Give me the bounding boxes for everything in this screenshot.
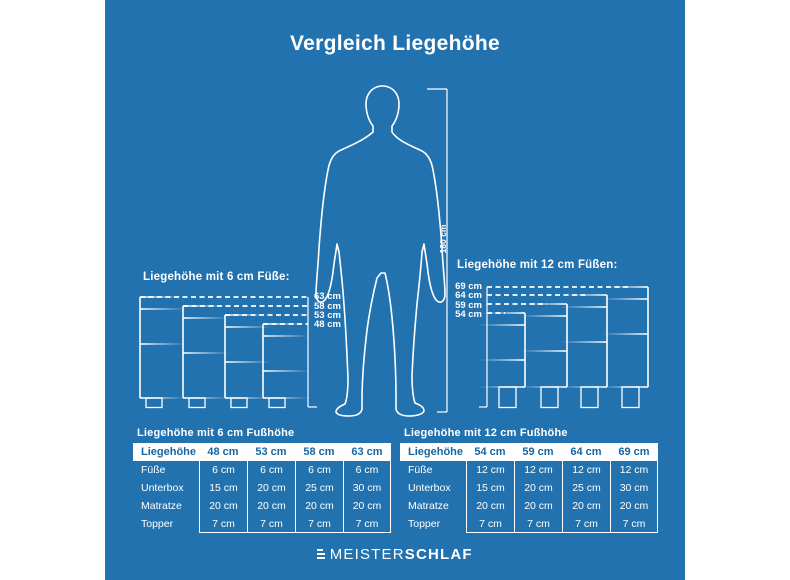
table-cell: 7 cm bbox=[610, 515, 658, 533]
table-cell: 20 cm bbox=[199, 497, 247, 515]
table-header-cell: 53 cm bbox=[255, 446, 287, 458]
row-label: Topper bbox=[141, 518, 174, 530]
table-cell: 20 cm bbox=[514, 497, 562, 515]
bed-height-label-54: 54 cm bbox=[455, 309, 482, 320]
table-cell: 6 cm bbox=[343, 461, 391, 479]
table-title-6cm: Liegehöhe mit 6 cm Fußhöhe bbox=[137, 427, 295, 439]
table-cell: 7 cm bbox=[562, 515, 610, 533]
table-cell: 7 cm bbox=[343, 515, 391, 533]
table-cell: 12 cm bbox=[514, 461, 562, 479]
table-cell: 7 cm bbox=[247, 515, 295, 533]
table-header-cell: 63 cm bbox=[351, 446, 383, 458]
table-cell: 12 cm bbox=[610, 461, 658, 479]
mattress-stack-icon bbox=[317, 548, 325, 560]
table-cell: 25 cm bbox=[562, 479, 610, 497]
heading-12cm-feet: Liegehöhe mit 12 cm Füßen: bbox=[457, 259, 618, 271]
row-label: Füße bbox=[408, 464, 433, 476]
table-header-cell: 59 cm bbox=[522, 446, 554, 458]
bed-height-label-69: 69 cm bbox=[455, 281, 482, 292]
table-cell: 7 cm bbox=[466, 515, 514, 533]
table-body-12cm: Füße 12 cm 12 cm 12 cm 12 cm Unterbox 15… bbox=[400, 461, 658, 533]
table-header-cell: 64 cm bbox=[570, 446, 602, 458]
table-header-6cm: Liegehöhe 48 cm 53 cm 58 cm 63 cm bbox=[133, 443, 391, 461]
bed-height-label-63: 63 cm bbox=[314, 291, 341, 302]
bed-height-label-64: 64 cm bbox=[455, 290, 482, 301]
table-cell: 20 cm bbox=[247, 479, 295, 497]
table-header-cell: 69 cm bbox=[618, 446, 650, 458]
bed-height-label-59: 59 cm bbox=[455, 300, 482, 311]
table-header-cell: 58 cm bbox=[303, 446, 335, 458]
table-cell: 30 cm bbox=[610, 479, 658, 497]
table-cell: 6 cm bbox=[247, 461, 295, 479]
page-title: Vergleich Liegehöhe bbox=[290, 32, 500, 55]
brand-logo: MEISTERSCHLAF bbox=[105, 544, 685, 564]
table-header-cell: Liegehöhe bbox=[141, 446, 197, 458]
bed-height-label-53: 53 cm bbox=[314, 310, 341, 321]
table-cell: 7 cm bbox=[295, 515, 343, 533]
row-label: Topper bbox=[408, 518, 441, 530]
table-cell: 15 cm bbox=[199, 479, 247, 497]
table-cell: 20 cm bbox=[610, 497, 658, 515]
table-header-12cm: Liegehöhe 54 cm 59 cm 64 cm 69 cm bbox=[400, 443, 658, 461]
table-title-12cm: Liegehöhe mit 12 cm Fußhöhe bbox=[404, 427, 568, 439]
row-label: Unterbox bbox=[408, 482, 451, 494]
row-label: Matratze bbox=[408, 500, 449, 512]
table-cell: 12 cm bbox=[466, 461, 514, 479]
table-header-cell: 48 cm bbox=[207, 446, 239, 458]
table-cell: 30 cm bbox=[343, 479, 391, 497]
table-cell: 20 cm bbox=[562, 497, 610, 515]
table-cell: 15 cm bbox=[466, 479, 514, 497]
table-cell: 25 cm bbox=[295, 479, 343, 497]
table-cell: 20 cm bbox=[295, 497, 343, 515]
bed-height-label-48: 48 cm bbox=[314, 319, 341, 330]
table-cell: 20 cm bbox=[514, 479, 562, 497]
table-body-6cm: Füße 6 cm 6 cm 6 cm 6 cm Unterbox 15 cm … bbox=[133, 461, 391, 533]
heading-6cm-feet: Liegehöhe mit 6 cm Füße: bbox=[143, 271, 290, 283]
row-label: Unterbox bbox=[141, 482, 184, 494]
table-cell: 7 cm bbox=[199, 515, 247, 533]
table-cell: 7 cm bbox=[514, 515, 562, 533]
table-cell: 20 cm bbox=[343, 497, 391, 515]
table-cell: 6 cm bbox=[295, 461, 343, 479]
table-cell: 20 cm bbox=[466, 497, 514, 515]
person-height-label: 180 cm bbox=[438, 224, 448, 254]
table-header-cell: 54 cm bbox=[474, 446, 506, 458]
row-label: Matratze bbox=[141, 500, 182, 512]
brand-logo-text: MEISTERSCHLAF bbox=[330, 546, 473, 563]
table-cell: 6 cm bbox=[199, 461, 247, 479]
brand-name-light: MEISTER bbox=[329, 545, 405, 563]
brand-name-bold: SCHLAF bbox=[404, 545, 473, 563]
table-header-cell: Liegehöhe bbox=[408, 446, 464, 458]
table-cell: 20 cm bbox=[247, 497, 295, 515]
table-cell: 12 cm bbox=[562, 461, 610, 479]
bed-height-label-58: 58 cm bbox=[314, 301, 341, 312]
row-label: Füße bbox=[141, 464, 166, 476]
